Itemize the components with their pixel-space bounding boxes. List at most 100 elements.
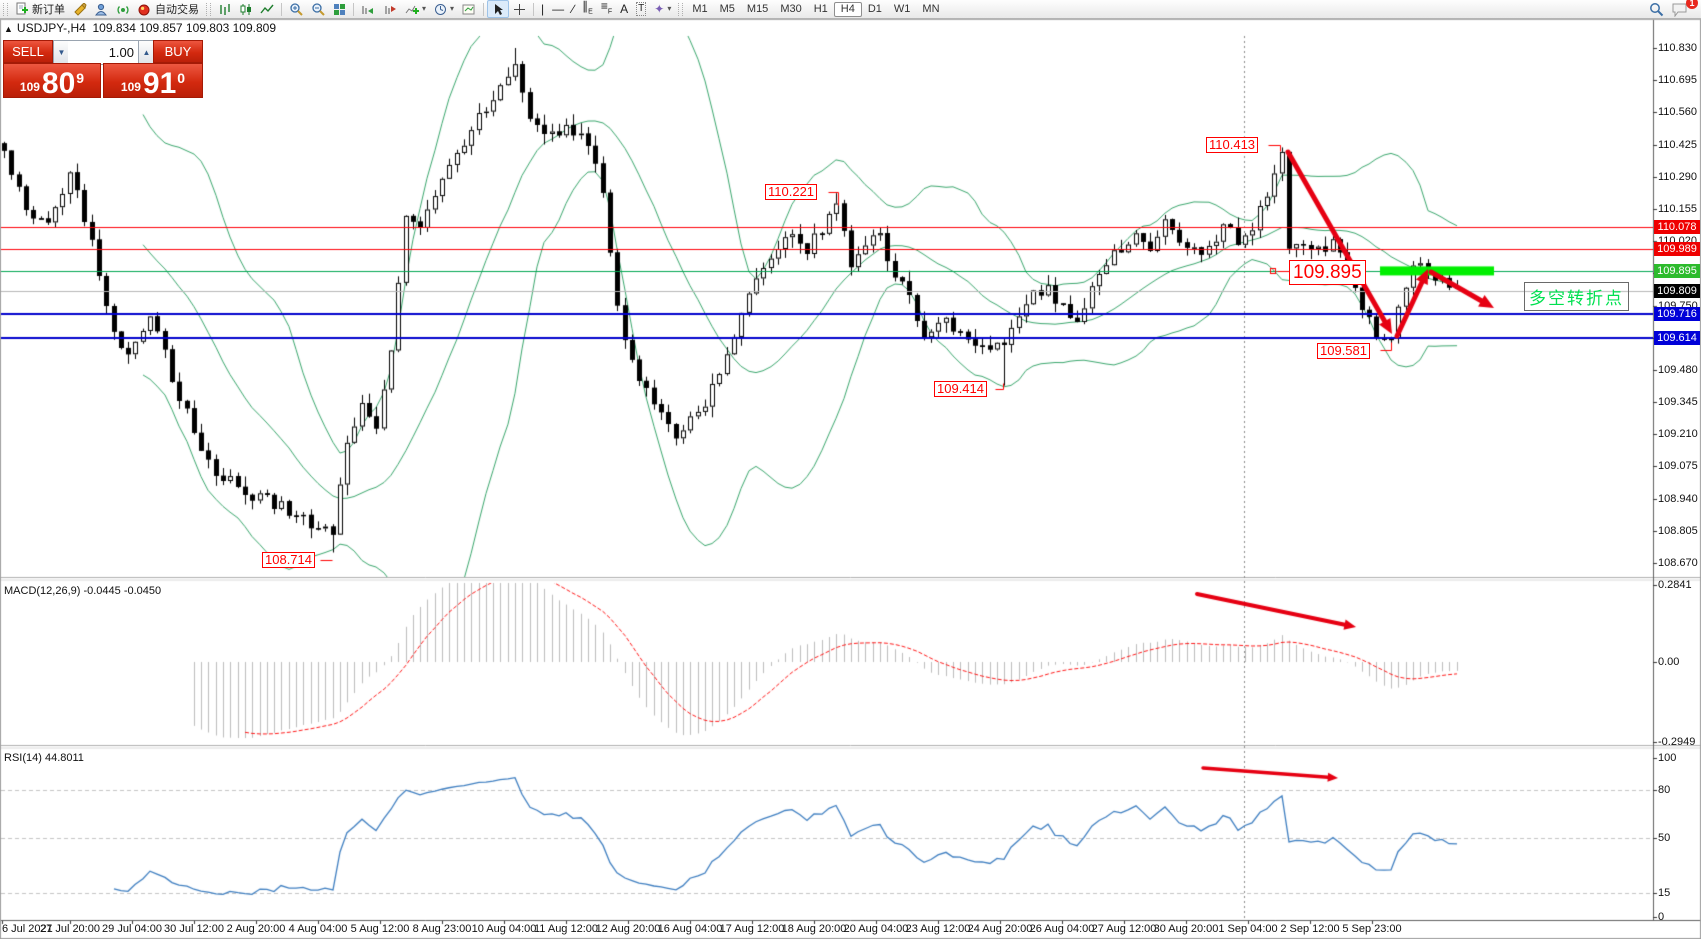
time-axis-label: 18 Aug 20:00 [781,923,847,935]
time-axis-label: 1 Sep 04:00 [1218,923,1278,935]
indicators-button[interactable]: ▾ [401,1,430,17]
line-chart-mode-button[interactable] [256,1,278,17]
annotation-note[interactable]: 多空转折点 [1524,282,1629,311]
ask-pip-digit: 0 [177,70,186,86]
auto-scroll-button[interactable] [357,1,379,17]
bid-price-block[interactable]: 109 80 9 [3,63,101,99]
price-callout[interactable]: 110.221 [765,184,818,200]
toolbar-grip[interactable] [3,2,8,16]
price-axis-tick: 110.425 [1658,138,1697,151]
time-axis-label: 26 Aug 04:00 [1029,923,1095,935]
depth-of-market-button[interactable] [91,1,112,17]
tile-windows-icon [334,3,345,15]
zoom-in-icon [290,3,303,16]
timeframe-button-m1[interactable]: M1 [692,2,708,15]
time-axis-label: 27 Jul 20:00 [40,923,100,935]
fibonacci-tool-button[interactable]: ≡F [597,0,616,17]
zoom-in-button[interactable] [285,1,307,17]
ask-big-figure: 91 [142,67,177,100]
horizontal-line-tool-button[interactable]: — [548,1,568,17]
price-tag: 109.989 [1654,241,1700,256]
arrows-tool-button[interactable]: ✦ ▾ [650,1,675,17]
timeframe-button-m30[interactable]: M30 [780,2,802,15]
auto-scroll-icon [362,5,373,14]
autotrading-label: 自动交易 [155,4,199,16]
price-tag: 109.614 [1654,330,1700,345]
search-icon [1650,2,1664,16]
one-click-toggle-icon[interactable]: ▲ [4,24,13,34]
line-chart-icon [260,4,274,13]
time-axis-label: 20 Aug 04:00 [843,923,909,935]
tile-windows-button[interactable] [329,1,350,17]
price-tag: 110.078 [1654,220,1700,235]
bar-chart-mode-button[interactable] [214,1,235,17]
timeframe-button-m15[interactable]: M15 [746,2,769,15]
price-callout[interactable]: 109.581 [1317,343,1370,359]
rsi-axis-tick: 15 [1658,887,1671,900]
timeframe-button-w1[interactable]: W1 [893,2,911,15]
sell-label: SELL [3,40,53,64]
zoom-out-icon [312,3,325,16]
price-axis-tick: 108.940 [1658,492,1698,505]
macd-axis-tick: 0.2841 [1658,579,1692,591]
text-tool-button[interactable]: A [616,1,632,17]
timeframe-button-m5[interactable]: M5 [719,2,735,15]
autotrading-button[interactable]: 自动交易 [134,1,203,17]
price-callout[interactable]: 109.895 [1289,260,1366,285]
cursor-icon [495,3,504,15]
notifications-button[interactable]: 1 [1668,0,1698,17]
sell-button[interactable]: SELL [3,40,53,64]
price-callout[interactable]: 110.413 [1206,137,1259,153]
macd-header: MACD(12,26,9) -0.0445 -0.0450 [4,585,162,597]
price-axis-tick: 108.805 [1658,524,1698,537]
channel-tool-button[interactable]: ∥E [578,0,597,17]
styler-button[interactable] [69,1,91,17]
periods-button[interactable]: ▾ [430,1,458,17]
new-order-button[interactable]: 新订单 [11,1,69,17]
volume-input[interactable] [68,40,140,65]
crosshair-tool-button[interactable] [509,1,530,17]
chart-shift-button[interactable] [379,1,401,17]
time-axis-label: 27 Aug 12:00 [1091,923,1157,935]
timeframe-button-mn[interactable]: MN [922,2,940,15]
toolbar: 新订单 自动交易 ▾ ▾ [0,0,1701,19]
price-callout[interactable]: 109.414 [934,381,987,397]
timeframe-button-h4[interactable]: H4 [833,1,862,17]
time-axis-label: 24 Aug 20:00 [967,923,1033,935]
timeframe-button-h1[interactable]: H1 [813,2,828,15]
time-axis-label: 6 Jul 2021 [2,923,53,935]
ask-price-block[interactable]: 109 91 0 [103,63,203,100]
search-button[interactable] [1645,1,1668,17]
text-label-tool-button[interactable]: T [632,1,650,17]
trendline-tool-button[interactable]: ∕ [568,1,578,17]
price-axis-tick: 109.075 [1658,460,1698,473]
text-icon: A [620,2,629,16]
time-axis-label: 12 Aug 20:00 [595,923,661,935]
dropdown-caret-icon: ▾ [422,4,427,13]
macd-axis-tick: -0.2949 [1658,735,1696,748]
signals-button[interactable] [112,1,134,17]
candle-chart-mode-button[interactable] [235,1,256,17]
price-axis-tick: 110.155 [1658,202,1697,215]
templates-button[interactable] [458,1,480,17]
equidistant-channel-icon: ∥E [582,0,593,16]
bid-small-figure: 109 [19,80,40,94]
time-axis-label: 30 Jul 12:00 [164,923,224,935]
zoom-out-button[interactable] [307,1,329,17]
profile-icon [95,3,107,15]
buy-button[interactable]: BUY [153,40,203,64]
timeframe-button-d1[interactable]: D1 [867,2,882,15]
time-axis-label: 10 Aug 04:00 [471,923,537,935]
time-axis-label: 5 Sep 23:00 [1342,923,1402,935]
new-order-icon [16,2,28,15]
horizontal-line-icon: — [552,2,565,16]
fibonacci-icon: ≡F [600,0,613,16]
bid-pip-digit: 9 [76,70,85,86]
price-callout[interactable]: 108.714 [262,552,315,568]
vertical-line-tool-button[interactable]: | [537,1,548,17]
signal-icon [117,5,129,14]
time-axis-label: 2 Sep 12:00 [1280,923,1340,935]
cursor-tool-button[interactable] [487,0,510,18]
time-axis-label: 16 Aug 04:00 [657,923,723,935]
